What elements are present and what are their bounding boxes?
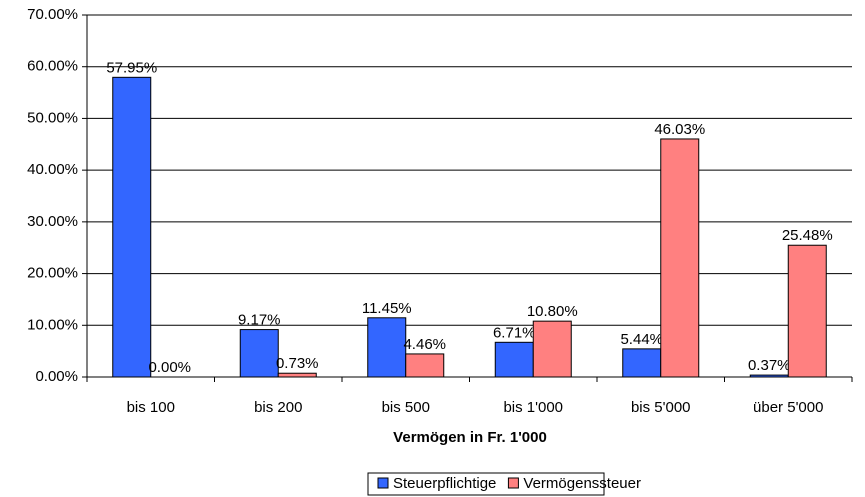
y-tick-label: 50.00% [27,109,78,126]
x-tick-label: bis 500 [382,399,430,416]
bar [660,138,700,378]
y-tick-label: 20.00% [27,265,78,282]
bar [405,353,445,378]
y-tick-label: 60.00% [27,58,78,75]
x-tick-label: über 5'000 [753,399,823,416]
data-label: 46.03% [654,121,705,138]
data-label: 4.46% [403,336,446,353]
x-tick-label: bis 200 [254,399,302,416]
legend-label: Vermögenssteuer [523,475,641,492]
legend [367,472,605,496]
data-label: 9.17% [238,312,281,329]
bar [367,317,407,378]
bar [787,244,827,378]
legend-swatch [507,477,519,489]
legend-swatch [377,477,389,489]
x-axis-title: Vermögen in Fr. 1'000 [393,429,547,446]
y-tick-label: 40.00% [27,161,78,178]
bar [622,348,662,378]
y-tick-label: 0.00% [35,368,78,385]
data-label: 6.71% [493,324,536,341]
data-label: 57.95% [106,59,157,76]
bar [239,329,279,378]
y-tick-label: 30.00% [27,213,78,230]
data-label: 5.44% [620,331,663,348]
data-label: 11.45% [362,300,412,317]
x-tick-label: bis 1'000 [503,399,563,416]
bar [532,320,572,378]
x-tick-label: bis 100 [127,399,175,416]
y-tick-label: 10.00% [27,316,78,333]
data-label: 0.73% [276,355,319,372]
data-label: 25.48% [782,227,833,244]
bar [112,76,152,378]
bar [277,372,317,378]
bar [494,341,534,378]
data-label: 0.37% [748,357,791,374]
y-tick-label: 70.00% [27,6,78,23]
legend-label: Steuerpflichtige [393,475,496,492]
data-label: 10.80% [527,303,578,320]
x-tick-label: bis 5'000 [631,399,691,416]
data-label: 0.00% [148,359,191,376]
